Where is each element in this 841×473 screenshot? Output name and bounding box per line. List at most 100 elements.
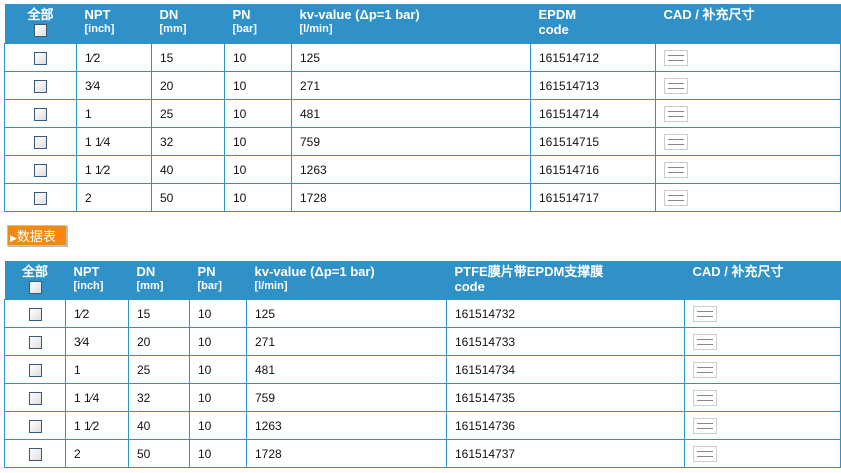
kv-cell: 1263 bbox=[291, 155, 531, 184]
kv-cell: 759 bbox=[246, 383, 447, 412]
dn-cell: 15 bbox=[151, 43, 225, 72]
cad-dimension-icon[interactable] bbox=[664, 133, 688, 150]
product-table-epdm: 全部 NPT [inch] DN [mm] PN [bar] kv-value (Δp… bbox=[4, 4, 841, 212]
table-row: 3⁄4 20 10 271 161514713 bbox=[4, 71, 841, 100]
npt-cell: 3⁄4 bbox=[76, 71, 152, 100]
cad-dimension-icon[interactable] bbox=[664, 49, 688, 66]
table-row: 1 1⁄4 32 10 759 161514715 bbox=[4, 127, 841, 156]
npt-cell: 1 1⁄4 bbox=[65, 383, 129, 412]
dn-cell: 32 bbox=[151, 127, 225, 156]
select-cell bbox=[4, 43, 77, 72]
cad-cell bbox=[655, 43, 841, 72]
select-cell bbox=[4, 411, 66, 440]
select-cell bbox=[4, 327, 66, 356]
dn-cell: 40 bbox=[128, 411, 190, 440]
row-checkbox[interactable] bbox=[28, 363, 42, 377]
table-row: 1 1⁄4 32 10 759 161514735 bbox=[4, 383, 841, 412]
row-checkbox[interactable] bbox=[28, 391, 42, 405]
code-cell: 161514716 bbox=[530, 155, 656, 184]
table-row: 2 50 10 1728 161514737 bbox=[4, 439, 841, 468]
row-checkbox[interactable] bbox=[28, 335, 42, 349]
cad-dimension-icon[interactable] bbox=[693, 445, 717, 462]
cad-cell bbox=[684, 355, 841, 384]
dn-cell: 50 bbox=[151, 183, 225, 212]
product-table-ptfe: 全部 NPT [inch] DN [mm] PN [bar] kv-value (Δp… bbox=[4, 261, 841, 468]
cad-header: CAD / 补充尺寸 bbox=[663, 7, 755, 22]
row-checkbox[interactable] bbox=[28, 419, 42, 433]
select-all-checkbox[interactable] bbox=[28, 281, 42, 295]
dn-cell: 25 bbox=[128, 355, 190, 384]
code-cell: 161514735 bbox=[446, 383, 685, 412]
npt-cell: 2 bbox=[65, 439, 129, 468]
select-cell bbox=[4, 299, 66, 328]
npt-cell: 1 1⁄4 bbox=[76, 127, 152, 156]
pn-cell: 10 bbox=[189, 439, 247, 468]
code-cell: 161514734 bbox=[446, 355, 685, 384]
table-header: 全部 NPT [inch] DN [mm] PN [bar] kv-value (Δp… bbox=[4, 261, 841, 300]
npt-cell: 1⁄2 bbox=[76, 43, 152, 72]
play-triangle-icon: ▶ bbox=[10, 233, 17, 243]
row-checkbox[interactable] bbox=[34, 51, 47, 65]
npt-cell: 3⁄4 bbox=[65, 327, 129, 356]
cad-dimension-icon[interactable] bbox=[664, 189, 688, 206]
cad-cell bbox=[655, 71, 841, 100]
select-cell bbox=[4, 355, 66, 384]
table-row: 1⁄2 15 10 125 161514732 bbox=[4, 299, 841, 328]
npt-cell: 1 bbox=[65, 355, 129, 384]
kv-cell: 271 bbox=[291, 71, 531, 100]
kv-cell: 759 bbox=[291, 127, 531, 156]
pn-cell: 10 bbox=[189, 327, 247, 356]
table-row: 1 25 10 481 161514714 bbox=[4, 99, 841, 128]
kv-header: kv-value (Δp=1 bar) bbox=[299, 7, 420, 22]
dn-cell: 40 bbox=[151, 155, 225, 184]
kv-cell: 125 bbox=[291, 43, 531, 72]
kv-cell: 481 bbox=[246, 355, 447, 384]
cad-cell bbox=[655, 155, 841, 184]
code-cell: 161514733 bbox=[446, 327, 685, 356]
select-cell bbox=[4, 127, 77, 156]
row-checkbox[interactable] bbox=[34, 135, 47, 149]
npt-cell: 1 1⁄2 bbox=[65, 411, 129, 440]
cad-dimension-icon[interactable] bbox=[693, 333, 717, 350]
kv-cell: 1263 bbox=[246, 411, 447, 440]
row-checkbox[interactable] bbox=[34, 79, 47, 93]
dn-header: DN bbox=[159, 7, 179, 22]
code-cell: 161514717 bbox=[530, 183, 656, 212]
select-cell bbox=[4, 383, 66, 412]
code-header: EPDM bbox=[538, 7, 577, 22]
code-header-2: code bbox=[538, 22, 569, 37]
cad-dimension-icon[interactable] bbox=[693, 305, 717, 322]
code-cell: 161514712 bbox=[530, 43, 656, 72]
kv-cell: 1728 bbox=[246, 439, 447, 468]
code-cell: 161514713 bbox=[530, 71, 656, 100]
code-header-2: code bbox=[454, 279, 485, 294]
dn-cell: 15 bbox=[128, 299, 190, 328]
row-checkbox[interactable] bbox=[34, 163, 47, 177]
cad-dimension-icon[interactable] bbox=[693, 417, 717, 434]
cad-cell bbox=[684, 383, 841, 412]
npt-cell: 1 1⁄2 bbox=[76, 155, 152, 184]
code-cell: 161514732 bbox=[446, 299, 685, 328]
npt-cell: 1⁄2 bbox=[65, 299, 129, 328]
cad-dimension-icon[interactable] bbox=[664, 77, 688, 94]
row-checkbox[interactable] bbox=[34, 191, 47, 205]
pn-cell: 10 bbox=[224, 43, 292, 72]
npt-cell: 1 bbox=[76, 99, 152, 128]
row-checkbox[interactable] bbox=[28, 447, 42, 461]
code-header: PTFE膜片带EPDM支撑膜 bbox=[454, 264, 604, 279]
cad-dimension-icon[interactable] bbox=[693, 389, 717, 406]
select-all-checkbox[interactable] bbox=[34, 24, 47, 38]
cad-dimension-icon[interactable] bbox=[693, 361, 717, 378]
datasheet-button[interactable]: ▶数据表 bbox=[7, 225, 67, 246]
table-row: 1 1⁄2 40 10 1263 161514736 bbox=[4, 411, 841, 440]
npt-unit: [inch] bbox=[84, 23, 115, 35]
row-checkbox[interactable] bbox=[28, 307, 42, 321]
pn-unit: [bar] bbox=[197, 280, 222, 292]
row-checkbox[interactable] bbox=[34, 107, 47, 121]
select-all-label: 全部 bbox=[21, 264, 48, 279]
cad-dimension-icon[interactable] bbox=[664, 161, 688, 178]
cad-cell bbox=[655, 183, 841, 212]
cad-dimension-icon[interactable] bbox=[664, 105, 688, 122]
dn-cell: 20 bbox=[128, 327, 190, 356]
kv-cell: 1728 bbox=[291, 183, 531, 212]
